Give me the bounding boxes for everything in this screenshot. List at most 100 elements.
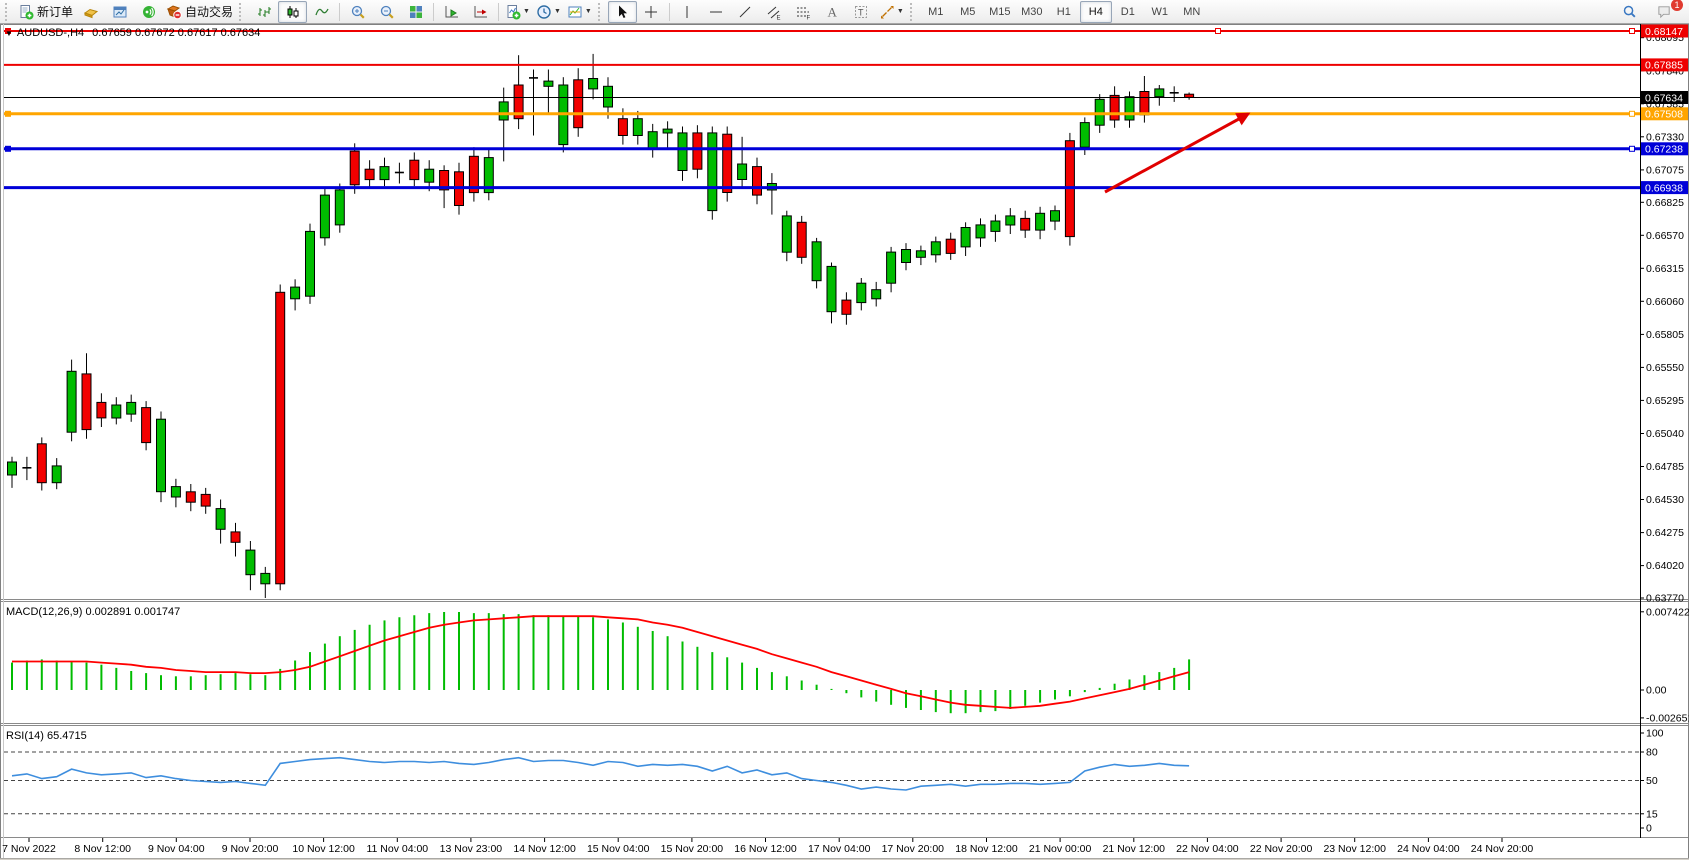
rsi-axis[interactable]: 100 80 50 15 0 (1640, 728, 1664, 835)
chart-shift-icon (474, 5, 487, 17)
templates-button[interactable]: ▼ (564, 1, 595, 23)
dropdown-caret-icon: ▼ (896, 8, 904, 15)
svg-text:0.66938: 0.66938 (1645, 182, 1683, 194)
timeframe-m15-button[interactable]: M15 (989, 5, 1011, 18)
line-handle[interactable] (1629, 28, 1635, 34)
toolbar-separator (498, 2, 500, 21)
candlestick-button[interactable] (278, 0, 308, 23)
cursor-button[interactable] (607, 0, 637, 23)
window-bottom-strip (0, 858, 1689, 860)
toolbar-right: 1 (1615, 0, 1683, 23)
horizontal-lines[interactable] (4, 28, 1640, 190)
fibo-icon: F (797, 7, 811, 20)
notifications-button[interactable]: 1 (1650, 0, 1683, 23)
timeframe-m30-button[interactable]: M30 (1021, 5, 1043, 18)
dropdown-caret-icon: ▼ (523, 8, 530, 15)
svg-text:E: E (777, 15, 781, 20)
label-icon: T (855, 5, 868, 18)
search-icon (1623, 5, 1636, 18)
signals-button[interactable] (134, 1, 163, 23)
timeframe-m1-button[interactable]: M1 (928, 5, 944, 18)
crosshair-button[interactable] (637, 1, 666, 23)
text-button[interactable]: A (818, 1, 847, 23)
periods-icon (537, 4, 551, 19)
line-handle[interactable] (1629, 145, 1635, 152)
svg-text:23 Nov 12:00: 23 Nov 12:00 (1323, 843, 1386, 855)
autotrade-icon (166, 4, 182, 19)
text-label-button[interactable]: T (847, 1, 876, 23)
svg-text:0.67508: 0.67508 (1645, 109, 1683, 121)
line-handle[interactable] (1629, 110, 1635, 117)
vline-icon (686, 5, 688, 18)
svg-text:16 Nov 12:00: 16 Nov 12:00 (734, 843, 797, 855)
svg-text:A: A (828, 4, 838, 19)
cursor-icon (619, 5, 628, 18)
chat-icon (1658, 6, 1670, 19)
svg-text:11 Nov 04:00: 11 Nov 04:00 (366, 843, 428, 855)
new-chart-button[interactable] (105, 1, 134, 23)
search-button[interactable] (1615, 1, 1644, 23)
auto-scroll-button[interactable] (437, 1, 466, 23)
trendline-icon (739, 6, 751, 17)
candles (7, 53, 1195, 598)
tile-windows-icon (409, 5, 422, 18)
tile-windows-button[interactable] (401, 1, 430, 23)
trendline-button[interactable] (731, 1, 760, 23)
svg-text:21 Nov 12:00: 21 Nov 12:00 (1103, 843, 1166, 855)
signal-icon (142, 5, 155, 18)
new-order-button[interactable]: 新订单 (15, 1, 76, 23)
periods-button[interactable]: ▼ (533, 1, 564, 23)
zoom-out-button[interactable] (372, 1, 401, 23)
zoom-out-icon (380, 5, 394, 19)
line-handle[interactable] (5, 145, 11, 152)
ohlc-values: 0.67659 0.67672 0.67617 0.67634 (92, 27, 261, 39)
svg-text:0.65295: 0.65295 (1646, 395, 1684, 407)
svg-text:22 Nov 20:00: 22 Nov 20:00 (1250, 843, 1313, 855)
svg-text:15: 15 (1646, 808, 1658, 820)
current-price-badge: 0.67634 (1641, 91, 1688, 104)
pane-separators[interactable] (0, 599, 1689, 838)
toolbar: 新订单 自动交易 ▼ ▼ ▼ E F A T ▼ M1 M5 M15 M30 H1 H4 D1 W1 MN 1 (0, 0, 1689, 24)
svg-text:0.66570: 0.66570 (1646, 230, 1684, 242)
timeframe-w1-button[interactable]: W1 (1151, 5, 1169, 18)
timeframe-h1-button[interactable]: H1 (1056, 5, 1071, 18)
timeframe-mn-button[interactable]: MN (1183, 5, 1201, 18)
time-axis[interactable]: 7 Nov 2022 8 Nov 12:00 9 Nov 04:00 9 Nov 20… (2, 838, 1533, 855)
autotrading-button[interactable]: 自动交易 (163, 1, 236, 23)
hline-icon (710, 11, 723, 12)
horizontal-line-button[interactable] (702, 1, 731, 23)
arrows-button[interactable]: ▼ (876, 1, 907, 23)
timeframe-d1-button[interactable]: D1 (1120, 5, 1135, 18)
equidistant-channel-button[interactable]: E (760, 1, 789, 23)
symbol-name: AUDUSD-,H4 (16, 27, 85, 39)
indicators-button[interactable]: ▼ (502, 1, 533, 23)
svg-text:0.64020: 0.64020 (1646, 560, 1684, 572)
vertical-line-button[interactable] (673, 1, 702, 23)
svg-text:50: 50 (1646, 775, 1658, 787)
macd-pane[interactable]: 0.007422 0.00 -0.002651 (11, 606, 1689, 724)
fibonacci-button[interactable]: F (789, 1, 818, 23)
line-handle[interactable] (5, 110, 11, 117)
toolbar-separator (339, 2, 341, 21)
rsi-pane[interactable]: 100 80 50 15 0 (4, 728, 1664, 835)
toolbar-separator (433, 2, 435, 21)
line-handle[interactable] (1215, 28, 1221, 34)
price-axis[interactable]: 0.680950.678400.675850.673300.670750.668… (1640, 24, 1688, 838)
timeframe-h4-button[interactable]: H4 (1079, 0, 1112, 23)
toolbar-grip (597, 2, 604, 21)
chart-shift-button[interactable] (466, 1, 495, 23)
line-chart-button[interactable] (307, 1, 336, 23)
svg-text:80: 80 (1646, 747, 1658, 759)
macd-axis[interactable]: 0.007422 0.00 -0.002651 (1640, 606, 1689, 724)
market-watch-button[interactable] (76, 1, 105, 23)
trend-arrow[interactable] (1104, 112, 1251, 194)
timeframe-m5-button[interactable]: M5 (960, 5, 976, 18)
svg-text:18 Nov 12:00: 18 Nov 12:00 (955, 843, 1018, 855)
toolbar-grip (5, 2, 11, 21)
symbol-dropdown-icon[interactable]: ▼ (5, 29, 13, 38)
svg-text:0.67885: 0.67885 (1645, 60, 1683, 72)
line-handle[interactable] (5, 28, 11, 34)
zoom-in-button[interactable] (343, 1, 372, 23)
bar-chart-button[interactable] (249, 1, 278, 23)
